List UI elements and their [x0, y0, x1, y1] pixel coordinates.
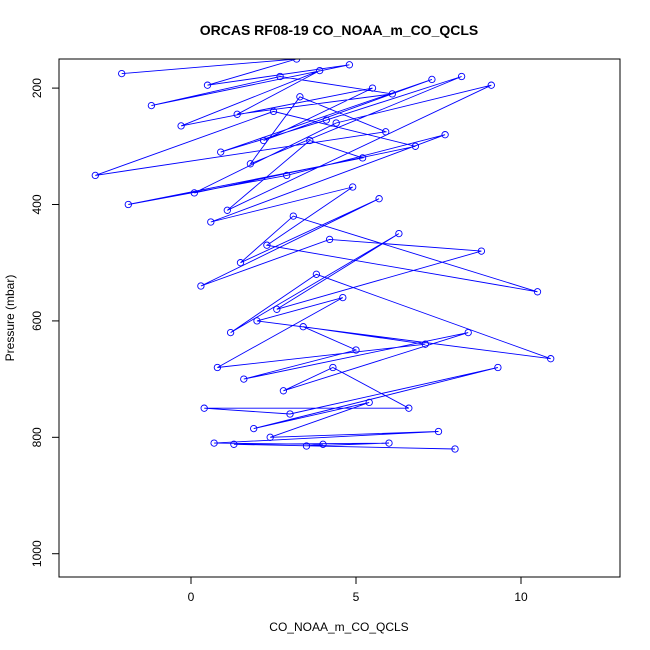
- x-tick-label: 10: [514, 590, 528, 604]
- data-point: [332, 119, 340, 127]
- data-point: [276, 72, 284, 81]
- x-axis-label: CO_NOAA_m_CO_QCLS: [269, 620, 408, 634]
- x-tick-label: 5: [353, 590, 360, 604]
- y-tick-label: 600: [30, 311, 44, 331]
- data-point: [147, 101, 156, 110]
- data-point: [203, 81, 212, 89]
- data-point: [226, 328, 235, 337]
- data-point: [464, 328, 472, 337]
- data-point: [263, 241, 271, 249]
- data-point: [358, 154, 367, 162]
- data-point: [240, 375, 248, 383]
- data-point: [253, 317, 261, 325]
- data-point: [250, 424, 258, 433]
- data-point: [388, 90, 396, 98]
- data-point: [279, 387, 288, 395]
- data-point: [451, 445, 459, 453]
- data-point: [411, 142, 420, 150]
- data-point: [124, 200, 132, 209]
- chart-title: ORCAS RF08-19 CO_NOAA_m_CO_QCLS: [200, 22, 479, 38]
- data-point: [292, 59, 301, 63]
- y-tick-label: 800: [30, 427, 44, 447]
- data-point: [322, 116, 330, 124]
- data-point: [349, 183, 357, 191]
- data-point: [273, 305, 281, 313]
- data-point: [434, 427, 443, 436]
- data-point: [302, 442, 311, 450]
- data-point: [421, 340, 429, 348]
- data-point: [319, 440, 327, 448]
- plot-frame: [58, 58, 621, 578]
- data-point: [312, 270, 321, 278]
- data-point: [368, 84, 377, 92]
- data-point: [316, 66, 324, 75]
- plot-area: [91, 59, 555, 453]
- data-point: [457, 72, 466, 81]
- data-point: [382, 128, 390, 136]
- data-point: [477, 247, 486, 255]
- data-point: [286, 410, 294, 418]
- y-axis: 200 400 600 800 1000: [30, 78, 59, 567]
- data-point: [230, 440, 238, 448]
- data-point: [487, 81, 495, 89]
- data-point: [200, 404, 208, 412]
- data-point: [259, 136, 268, 145]
- data-point: [405, 404, 413, 412]
- data-point: [533, 288, 542, 296]
- data-point: [289, 212, 297, 220]
- data-point: [296, 93, 304, 101]
- data-point: [236, 259, 245, 267]
- data-point: [246, 160, 255, 168]
- y-tick-label: 200: [30, 78, 44, 98]
- data-point: [213, 363, 222, 372]
- data-point: [91, 171, 99, 180]
- data-point: [118, 69, 126, 78]
- data-point: [197, 282, 205, 290]
- data-point: [217, 148, 225, 156]
- data-point: [283, 171, 291, 180]
- y-axis-label: Pressure (mbar): [3, 275, 17, 362]
- data-point: [299, 323, 307, 331]
- data-point: [441, 131, 449, 139]
- data-point: [352, 346, 360, 354]
- data-point: [207, 218, 215, 226]
- data-point: [375, 195, 383, 203]
- y-tick-label: 400: [30, 194, 44, 214]
- x-tick-label: 0: [188, 590, 195, 604]
- data-point: [306, 136, 314, 145]
- data-point: [223, 206, 231, 214]
- series-line: [95, 59, 551, 450]
- data-point: [329, 363, 337, 372]
- data-point: [385, 439, 393, 447]
- x-axis: 0 5 10: [188, 577, 528, 604]
- data-point: [428, 75, 436, 84]
- data-point: [494, 363, 502, 372]
- data-point: [269, 107, 278, 116]
- data-point: [190, 189, 198, 197]
- data-point: [547, 355, 555, 363]
- data-point: [325, 235, 334, 244]
- data-point: [339, 293, 347, 302]
- data-point: [210, 439, 218, 447]
- data-point: [177, 122, 185, 130]
- data-point: [233, 110, 241, 118]
- y-tick-label: 1000: [30, 540, 44, 567]
- data-point: [345, 61, 354, 69]
- data-point: [395, 229, 403, 238]
- data-point: [365, 398, 373, 407]
- data-point: [266, 433, 274, 441]
